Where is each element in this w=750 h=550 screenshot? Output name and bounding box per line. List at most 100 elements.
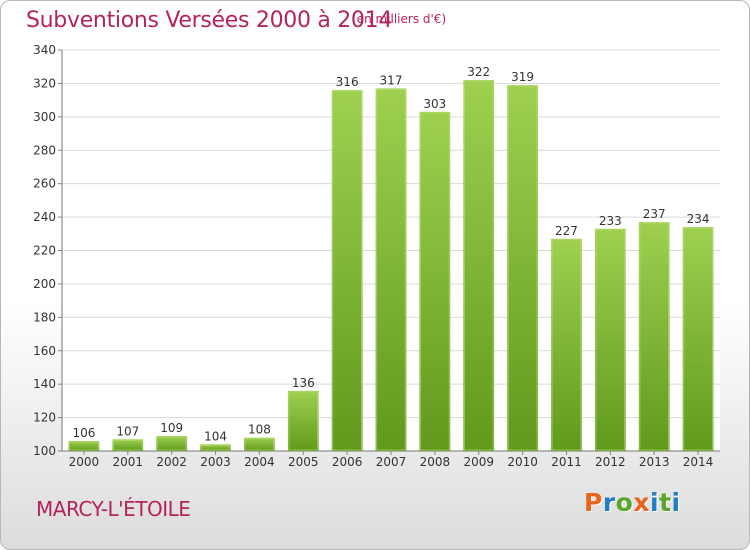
bar-highlight [288, 391, 319, 451]
bar [244, 437, 275, 451]
y-tick-label: 180 [33, 310, 56, 324]
bar-layer [68, 80, 714, 452]
bar [507, 85, 538, 452]
bar [112, 439, 144, 451]
bar-highlight [551, 239, 582, 451]
bar-highlight [683, 227, 713, 451]
x-tick-label: 2014 [683, 455, 714, 469]
value-label: 237 [643, 207, 666, 221]
y-tick-label: 100 [33, 444, 56, 458]
bar [551, 238, 582, 451]
bar-highlight [112, 439, 143, 451]
bar-2004 [244, 437, 275, 451]
value-label: 319 [511, 70, 534, 84]
value-label: 233 [599, 214, 622, 228]
y-tick-label: 300 [33, 110, 56, 124]
logo-letter: o [615, 488, 634, 517]
y-tick-label: 220 [33, 244, 56, 258]
y-tick-label: 140 [33, 377, 56, 391]
bar-highlight [156, 436, 187, 451]
bar-2005 [287, 390, 319, 451]
value-label: 107 [116, 424, 139, 438]
bar [156, 435, 188, 451]
bar-highlight [639, 222, 670, 451]
value-label: 109 [160, 421, 183, 435]
x-tick-label: 2005 [288, 455, 319, 469]
value-label: 108 [248, 423, 271, 437]
bar-2014 [682, 227, 714, 451]
value-label: 136 [292, 376, 315, 390]
value-label: 234 [687, 212, 710, 226]
bar [200, 444, 231, 451]
y-tick-label: 340 [33, 43, 56, 57]
bar-highlight [376, 88, 406, 451]
bar-2011 [551, 238, 582, 451]
logo-letter: t [659, 488, 672, 517]
bar-highlight [200, 444, 231, 451]
bar [287, 390, 319, 451]
value-label: 322 [467, 65, 490, 79]
bar-2009 [463, 80, 495, 451]
y-tick-label: 260 [33, 177, 56, 191]
value-label: 303 [423, 97, 446, 111]
bar [682, 227, 714, 451]
value-label: 316 [336, 75, 359, 89]
bar-2002 [156, 435, 188, 451]
x-tick-label: 2001 [113, 455, 144, 469]
bar-highlight [332, 90, 362, 451]
logo-letter: P [584, 488, 603, 517]
x-tick-label: 2004 [244, 455, 275, 469]
proxiti-logo: Proxiti [584, 488, 681, 517]
x-tick-label: 2006 [332, 455, 363, 469]
bar [68, 440, 100, 451]
city-name: MARCY-L'ÉTOILE [36, 497, 191, 521]
bar-2013 [638, 222, 670, 451]
x-tick-label: 2012 [595, 455, 626, 469]
bar-highlight [69, 441, 99, 451]
bar [419, 111, 451, 451]
bar-2010 [507, 85, 538, 452]
bar-2006 [331, 90, 363, 451]
bar-2001 [112, 439, 144, 451]
bar-highlight [244, 438, 275, 451]
value-label: 317 [380, 73, 403, 87]
logo-letter: r [602, 488, 616, 517]
x-tick-label: 2011 [551, 455, 582, 469]
bar [375, 88, 407, 451]
y-tick-label: 200 [33, 277, 56, 291]
x-tick-label: 2003 [200, 455, 231, 469]
bar-2008 [419, 111, 451, 451]
bar-highlight [420, 112, 450, 451]
value-label: 106 [72, 426, 95, 440]
label-layer: 106 2000 107 2001 109 2002 104 2003 108 2004 136 20… [69, 65, 714, 469]
logo-letter: i [650, 488, 660, 517]
bar [331, 90, 363, 451]
bar [638, 222, 670, 451]
x-tick-label: 2000 [69, 455, 100, 469]
y-tick-label: 120 [33, 411, 56, 425]
logo-letter: x [633, 488, 650, 517]
y-tick-label: 240 [33, 210, 56, 224]
value-label: 227 [555, 224, 578, 238]
bar-highlight [507, 85, 538, 451]
y-tick-label: 280 [33, 143, 56, 157]
bar-2000 [68, 440, 100, 451]
bar [463, 80, 495, 451]
bar-2007 [375, 88, 407, 451]
chart-subtitle: (en milliers d'€) [352, 12, 447, 26]
value-label: 104 [204, 429, 227, 443]
chart-title: Subventions Versées 2000 à 2014 [26, 8, 393, 33]
x-tick-label: 2007 [376, 455, 407, 469]
x-tick-label: 2013 [639, 455, 670, 469]
x-tick-label: 2002 [156, 455, 187, 469]
y-tick-label: 160 [33, 344, 56, 358]
bar-2012 [594, 228, 626, 451]
logo-letter: i [671, 488, 681, 517]
bar [594, 228, 626, 451]
bar-highlight [595, 229, 626, 451]
bar-2003 [200, 444, 231, 451]
x-tick-label: 2010 [507, 455, 538, 469]
y-tick-label: 320 [33, 76, 56, 90]
x-tick-label: 2009 [463, 455, 494, 469]
